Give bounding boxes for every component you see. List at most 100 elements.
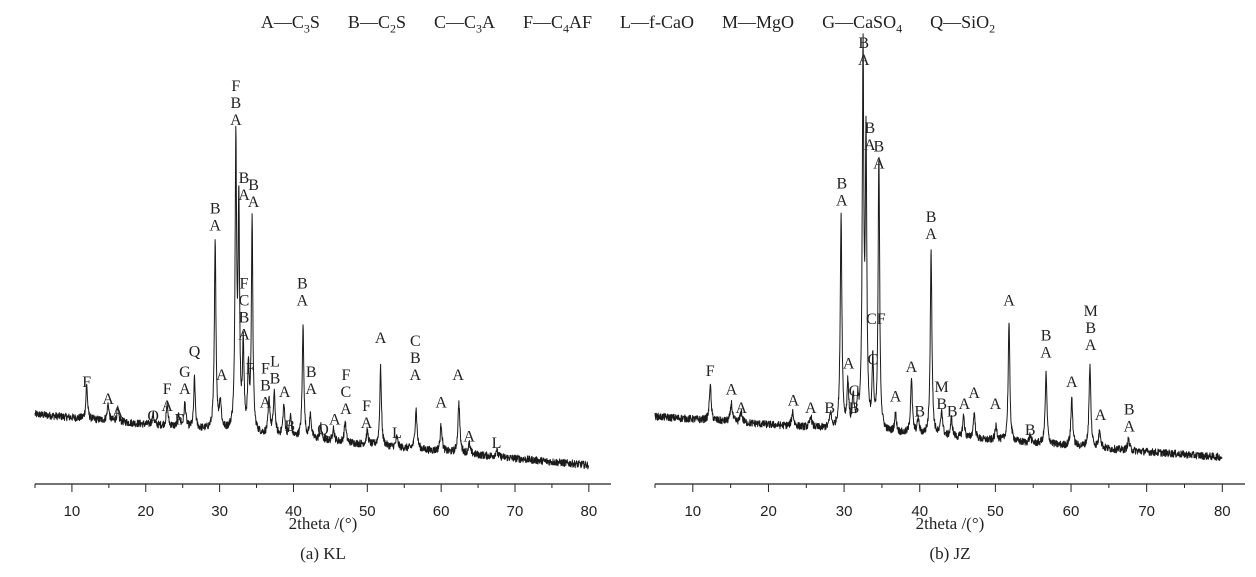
peak-label: B xyxy=(849,400,860,417)
peak-label: B xyxy=(306,364,317,381)
x-tick-label: 10 xyxy=(684,503,701,520)
peak-label: A xyxy=(112,405,124,422)
legend-separator: — xyxy=(273,12,292,32)
peak-label: B xyxy=(260,377,271,394)
peak-label: B xyxy=(1041,327,1052,344)
peak-label: A xyxy=(890,389,902,406)
x-tick-label: 50 xyxy=(359,503,376,520)
legend-code: F xyxy=(523,12,534,32)
peak-label: B xyxy=(231,95,242,112)
xrd-pattern-line xyxy=(654,33,1223,461)
legend-item-q: Q—SiO2 xyxy=(930,12,995,36)
peak-label: F xyxy=(245,360,254,377)
peak-label: A xyxy=(305,381,317,398)
peak-label: A xyxy=(329,411,341,428)
peak-label: C xyxy=(341,384,352,401)
peak-label: A xyxy=(361,415,373,432)
phase-legend: A—C3S B—C2S C—C3A F—C4AF L—f-CaO M—MgO G—CaSO4… xyxy=(0,12,1256,37)
legend-formula-text: C xyxy=(291,12,304,32)
x-tick-label: 30 xyxy=(211,503,228,520)
peak-label: B xyxy=(864,120,875,137)
peak-label: F xyxy=(163,381,172,398)
panel-caption: (b) JZ xyxy=(929,544,970,563)
legend-code: G xyxy=(822,12,836,32)
peak-label: A xyxy=(925,226,937,243)
legend-formula-subscript: 4 xyxy=(563,21,570,36)
legend-code: L xyxy=(620,12,632,32)
peak-label: G xyxy=(179,364,191,381)
peak-label: C xyxy=(868,352,879,369)
x-axis-label: 2theta /(°) xyxy=(289,514,358,533)
peak-label: A xyxy=(161,398,173,415)
peak-label: L xyxy=(492,435,502,452)
peak-label: F xyxy=(362,398,371,415)
peak-label: F xyxy=(231,78,240,95)
legend-separator: — xyxy=(631,12,650,32)
peak-label: A xyxy=(805,400,817,417)
legend-code: C xyxy=(433,12,446,32)
x-tick-label: 20 xyxy=(760,503,777,520)
peak-label: M xyxy=(1084,303,1098,320)
legend-item-a: A—C3S xyxy=(260,12,320,36)
peak-label: B xyxy=(926,209,937,226)
peak-label: C xyxy=(849,383,860,400)
peak-label: B xyxy=(936,396,947,413)
peak-label: A xyxy=(1095,407,1107,424)
peak-label: A xyxy=(209,218,221,235)
legend-code: B xyxy=(347,12,360,32)
legend-formula-subscript: 3 xyxy=(303,21,310,36)
peak-label: B xyxy=(248,177,259,194)
peak-label: A xyxy=(452,367,464,384)
legend-item-b: B—C2S xyxy=(347,12,406,36)
legend-separator: — xyxy=(943,12,962,32)
peak-label: Q xyxy=(189,343,201,360)
peak-label: B xyxy=(836,176,847,193)
peak-label: F xyxy=(240,275,249,292)
legend-formula-text: S xyxy=(395,12,406,32)
legend-formula-subscript: 2 xyxy=(989,21,996,36)
peak-label: A xyxy=(230,112,242,129)
peak-label: B xyxy=(1124,401,1135,418)
x-tick-label: 10 xyxy=(64,503,81,520)
legend-formula-subscript: 4 xyxy=(896,21,903,36)
legend-separator: — xyxy=(533,12,552,32)
peak-label: A xyxy=(788,392,800,409)
peak-label: A xyxy=(340,401,352,418)
legend-formula-text: CaSO xyxy=(853,12,897,32)
peak-label: A xyxy=(375,330,387,347)
x-tick-label: 70 xyxy=(1138,503,1155,520)
x-tick-label: 50 xyxy=(987,503,1004,520)
legend-formula-text: AF xyxy=(569,12,593,32)
legend-formula-text: C xyxy=(463,12,476,32)
x-tick-label: 60 xyxy=(1063,503,1080,520)
peak-label: Q xyxy=(147,408,159,425)
legend-formula-text: C xyxy=(551,12,564,32)
peak-label: A xyxy=(216,367,228,384)
legend-code: Q xyxy=(930,12,944,32)
peak-label: B xyxy=(297,275,308,292)
x-tick-label: 70 xyxy=(507,503,524,520)
peak-label: C xyxy=(239,292,250,309)
peak-label: A xyxy=(260,394,272,411)
legend-item-l: L—f-CaO xyxy=(620,12,694,32)
legend-formula-subscript: 3 xyxy=(476,21,482,36)
peak-label: A xyxy=(864,137,876,154)
legend-code: A xyxy=(260,12,274,32)
peak-label: A xyxy=(463,428,475,445)
peak-label: A xyxy=(726,381,738,398)
legend-item-g: G—CaSO4 xyxy=(822,12,902,36)
peak-label: B xyxy=(410,350,421,367)
peak-label: B xyxy=(1025,422,1036,439)
peak-label: B xyxy=(858,35,869,52)
x-tick-label: 40 xyxy=(911,503,928,520)
peak-label: F xyxy=(82,374,91,391)
peak-label: A xyxy=(1123,418,1135,435)
peak-label: B xyxy=(914,404,925,421)
x-tick-label: 40 xyxy=(285,503,302,520)
peak-label: A xyxy=(297,292,309,309)
legend-formula-text: SiO xyxy=(961,12,990,32)
peak-label: A xyxy=(1040,344,1052,361)
peak-label: A xyxy=(279,384,291,401)
peak-label: B xyxy=(210,201,221,218)
